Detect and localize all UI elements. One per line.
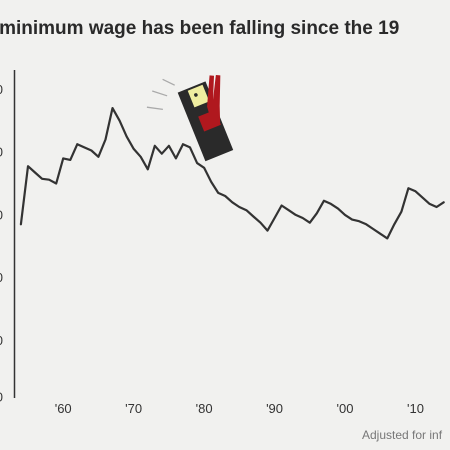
series-layer (19, 106, 445, 240)
chart-title: eral minimum wage has been falling since… (0, 18, 400, 39)
figure-face (187, 84, 210, 108)
x-tick-label: '60 (55, 401, 72, 416)
figure-shirt (198, 109, 221, 132)
chart-note: Adjusted for inf (362, 428, 443, 442)
x-tick-label: '10 (407, 401, 424, 416)
motion-line-3 (162, 78, 175, 86)
axis-layer: 0 0 0 0 0 0 '60 '70 '80 '90 '00 '10 (0, 70, 424, 416)
y-tick-label: 0 (0, 390, 3, 405)
motion-line-1 (146, 106, 163, 111)
y-tick-label: 0 (0, 270, 3, 285)
y-tick-label: 0 (0, 207, 3, 222)
x-tick-label: '90 (266, 401, 283, 416)
y-tick-label: 0 (0, 82, 3, 97)
x-tick-label: '80 (196, 401, 213, 416)
y-tick-label: 0 (0, 333, 3, 348)
falling-figure-icon (146, 75, 234, 162)
x-tick-label: '70 (125, 401, 142, 416)
figure-eye (194, 93, 198, 97)
x-tick-label: '00 (337, 401, 354, 416)
series-line (19, 106, 445, 240)
motion-line-2 (152, 90, 168, 97)
y-tick-label: 0 (0, 145, 3, 160)
